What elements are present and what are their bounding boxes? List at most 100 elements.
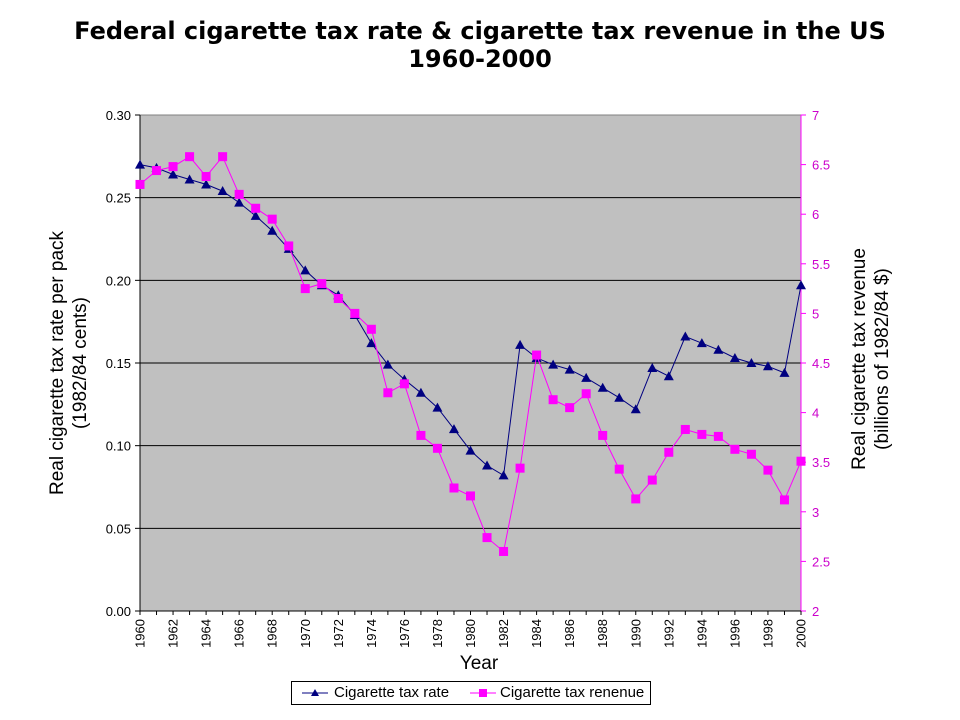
tax-rate-point — [415, 387, 426, 397]
tax-revenue-point — [796, 456, 806, 466]
tax-revenue-point — [565, 403, 575, 413]
tax-rate-point — [135, 159, 145, 169]
legend: Cigarette tax rate Cigarette tax renenue — [291, 681, 651, 705]
tax-revenue-point — [300, 284, 310, 294]
tax-revenue-point — [466, 491, 475, 501]
tax-rate-point — [201, 179, 212, 189]
y-left-tick-label: 0.20 — [106, 273, 131, 288]
y-left-tick-label: 0.10 — [106, 439, 131, 454]
y-left-axis-label-line2: (1982/84 cents) — [70, 297, 91, 429]
x-tick-label: 1980 — [463, 619, 478, 648]
tax-revenue-point — [746, 449, 756, 459]
tax-rate-point — [250, 210, 261, 220]
y-left-tick-label: 0.00 — [106, 604, 131, 619]
y-right-tick-label: 5.5 — [812, 257, 830, 272]
tax-revenue-point — [631, 494, 641, 504]
y-left-tick-label: 0.05 — [106, 521, 131, 536]
tax-rate-point — [597, 382, 608, 392]
tax-revenue-point — [383, 388, 393, 398]
y-right-tick-label: 3.5 — [812, 455, 830, 470]
y-left-tick-label: 0.15 — [106, 356, 131, 371]
y-right-tick-label: 6 — [812, 207, 819, 222]
tax-rate-point — [729, 353, 740, 363]
tax-revenue-point — [697, 429, 707, 439]
y-right-tick-label: 2 — [812, 604, 819, 619]
x-tick-label: 1988 — [595, 619, 610, 648]
tax-rate-point — [746, 358, 757, 367]
tax-rate-point — [217, 186, 228, 196]
tax-revenue-point — [416, 430, 426, 440]
x-tick-label: 1982 — [496, 619, 511, 648]
x-tick-label: 1962 — [166, 619, 181, 648]
tax-revenue-point — [185, 152, 195, 162]
tax-revenue-point — [317, 279, 327, 289]
tax-revenue-point — [135, 179, 145, 189]
tax-revenue-point — [201, 172, 211, 182]
tax-revenue-point — [333, 294, 343, 304]
x-tick-label: 1978 — [430, 619, 445, 648]
x-tick-label: 1996 — [727, 619, 742, 648]
tax-rate-point — [581, 372, 592, 382]
tax-revenue-point — [581, 389, 591, 399]
x-tick-label: 1960 — [133, 619, 148, 648]
y-right-axis-label-line2: (billions of 1982/84 $) — [872, 268, 893, 450]
tax-revenue-point — [350, 308, 360, 318]
tax-rate-point — [713, 344, 724, 354]
x-tick-label: 1990 — [628, 619, 643, 648]
y-right-tick-label: 3 — [812, 505, 819, 520]
tax-revenue-point — [366, 324, 376, 334]
tax-rate-point — [762, 361, 773, 371]
tax-revenue-point — [779, 495, 789, 505]
tax-revenue-point — [251, 203, 261, 213]
tax-rate-point — [680, 331, 691, 341]
x-tick-label: 1968 — [265, 619, 280, 648]
legend-marker-triangle-icon — [311, 689, 319, 696]
tax-rate-point — [548, 359, 559, 369]
tax-rate-point — [184, 174, 195, 184]
x-tick-label: 1970 — [298, 619, 313, 648]
tax-rate-point — [300, 265, 311, 275]
x-tick-label: 1998 — [760, 619, 775, 648]
tax-revenue-point — [168, 162, 178, 172]
tax-rate-point — [432, 402, 443, 412]
tax-revenue-point — [730, 444, 740, 454]
x-tick-label: 1964 — [199, 619, 214, 648]
tax-rate-point — [465, 445, 476, 455]
tax-rate-point — [647, 362, 658, 372]
y-right-tick-label: 4.5 — [812, 356, 830, 371]
y-right-axis-label-line1: Real cigarette tax revenue — [849, 248, 870, 470]
tax-revenue-point — [218, 152, 228, 162]
x-tick-label: 1994 — [694, 619, 709, 648]
y-right-tick-label: 7 — [812, 108, 819, 123]
y-right-tick-label: 4 — [812, 406, 819, 421]
tax-rate-point — [448, 424, 459, 434]
tax-revenue-point — [515, 463, 525, 473]
tax-rate-point — [663, 371, 674, 381]
tax-revenue-point — [267, 214, 277, 224]
legend-label-tax-revenue: Cigarette tax renenue — [500, 684, 645, 701]
tax-rate-point — [482, 460, 493, 470]
tax-revenue-point — [284, 241, 294, 251]
tax-rate-point — [168, 169, 179, 179]
x-tick-label: 1974 — [364, 619, 379, 648]
tax-revenue-point — [763, 465, 773, 475]
x-tick-label: 1966 — [232, 619, 247, 648]
x-tick-label: 1986 — [562, 619, 577, 648]
tax-rate-point — [267, 225, 278, 235]
tax-rate-point — [234, 197, 245, 207]
legend-swatches — [302, 689, 496, 697]
tax-revenue-point — [680, 424, 690, 434]
x-tick-label: 1992 — [661, 619, 676, 648]
x-tick-label: 1976 — [397, 619, 412, 648]
tax-rate-point — [515, 339, 526, 349]
tax-revenue-point — [499, 546, 509, 556]
tax-rate-point — [630, 404, 641, 414]
y-right-tick-label: 2.5 — [812, 554, 830, 569]
tax-revenue-point — [432, 443, 442, 453]
chart-subtitle: 1960-2000 — [408, 45, 552, 73]
tax-rate-point — [696, 338, 707, 348]
tax-rate-point — [366, 338, 377, 348]
x-tick-label: 2000 — [794, 619, 809, 648]
tax-rate-point — [498, 470, 509, 480]
